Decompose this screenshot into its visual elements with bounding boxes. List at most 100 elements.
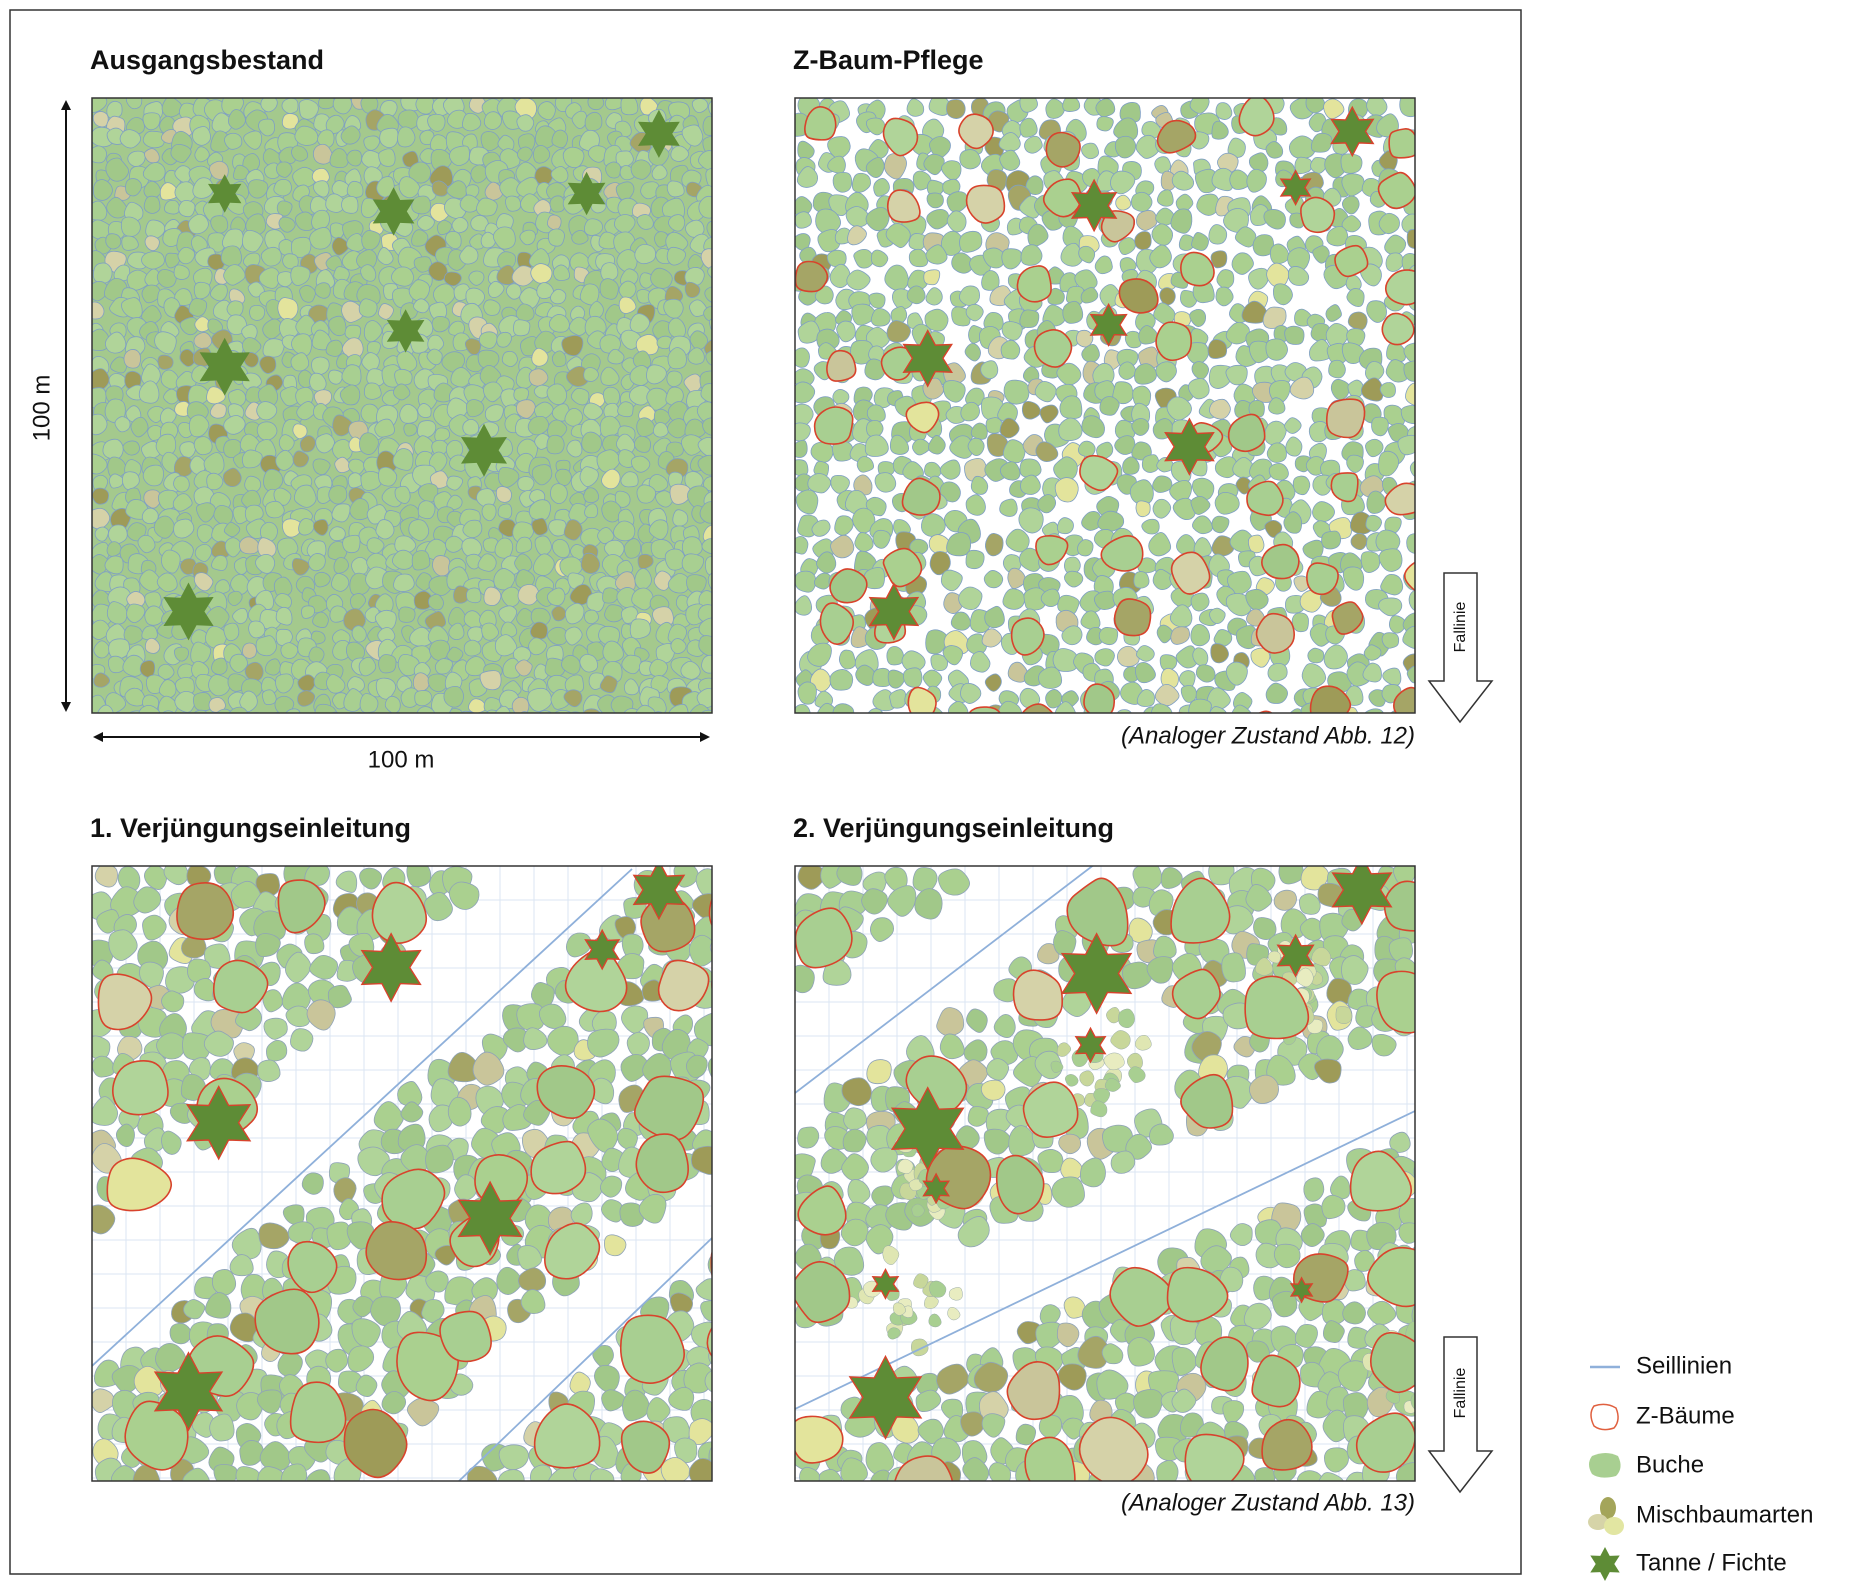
tree-crown bbox=[514, 659, 533, 677]
tree-crown bbox=[520, 1492, 544, 1514]
tree-crown bbox=[967, 437, 985, 457]
tree-crown bbox=[1133, 1388, 1164, 1419]
z-tree bbox=[901, 477, 941, 516]
tree-crown bbox=[177, 246, 196, 265]
z-tree bbox=[804, 106, 837, 141]
tree-crown bbox=[620, 98, 639, 116]
tree-crown bbox=[161, 1130, 182, 1155]
tree-crown bbox=[1032, 1484, 1055, 1509]
tree-crown bbox=[1310, 132, 1333, 153]
conifer bbox=[890, 1086, 965, 1172]
tree-crown bbox=[1419, 267, 1440, 289]
tree-crown bbox=[846, 269, 871, 291]
tree-crown bbox=[358, 656, 377, 677]
tree-crown bbox=[417, 500, 436, 520]
tree-crown bbox=[1418, 493, 1436, 510]
young-tree bbox=[897, 1158, 914, 1174]
tree-crown bbox=[587, 1028, 620, 1058]
tree-crown bbox=[1081, 343, 1100, 363]
tree-crown bbox=[446, 494, 463, 510]
tree-crown bbox=[425, 1144, 454, 1174]
tree-crown bbox=[257, 1059, 281, 1082]
tree-crown bbox=[105, 157, 129, 182]
tree-crown bbox=[122, 440, 140, 456]
tree-crown bbox=[360, 403, 381, 424]
young-tree bbox=[1417, 1354, 1433, 1369]
z-tree bbox=[620, 1420, 671, 1474]
tree-crown bbox=[1289, 708, 1305, 713]
tree-crown bbox=[1414, 950, 1415, 957]
tree-crown bbox=[566, 439, 583, 458]
tree-crown bbox=[192, 177, 214, 199]
tree-crown bbox=[277, 297, 299, 321]
tree-crown bbox=[999, 461, 1021, 481]
tree-crown bbox=[1422, 462, 1443, 486]
z-tree bbox=[1200, 1336, 1249, 1392]
conifer bbox=[584, 928, 621, 971]
tree-crown bbox=[209, 402, 227, 419]
tree-crown bbox=[816, 551, 837, 574]
tree-crown bbox=[256, 401, 278, 421]
tree-crown bbox=[281, 982, 311, 1013]
tree-crown bbox=[291, 558, 310, 576]
tree-crown bbox=[1292, 475, 1311, 496]
tree-crown bbox=[1411, 1304, 1415, 1326]
tree-crown bbox=[1294, 1323, 1318, 1348]
tree-crown bbox=[247, 179, 269, 199]
tree-crown bbox=[1424, 214, 1441, 231]
tree-crown bbox=[635, 704, 656, 713]
tree-crown bbox=[1285, 594, 1305, 614]
tree-crown bbox=[701, 538, 712, 555]
tree-crown bbox=[290, 1028, 314, 1052]
tree-crown bbox=[1128, 917, 1153, 944]
tree-crown bbox=[1384, 516, 1402, 534]
young-tree bbox=[913, 1273, 929, 1289]
tree-crown bbox=[301, 1172, 324, 1195]
tree-crown bbox=[1225, 661, 1248, 686]
tree-crown bbox=[1326, 225, 1349, 247]
tree-crown bbox=[936, 1007, 965, 1037]
tree-crown bbox=[604, 98, 624, 111]
tree-crown bbox=[427, 334, 445, 353]
tree-crown bbox=[1094, 648, 1115, 667]
tree-crown bbox=[325, 339, 343, 357]
tree-crown bbox=[1385, 252, 1404, 272]
tree-crown bbox=[468, 270, 485, 286]
tree-crown bbox=[698, 195, 712, 219]
tree-crown bbox=[223, 415, 246, 435]
tree-crown bbox=[698, 150, 712, 171]
tree-crown bbox=[211, 555, 228, 571]
tree-crown bbox=[1214, 491, 1240, 515]
tree-crown bbox=[483, 111, 503, 130]
tree-crown bbox=[1248, 1074, 1279, 1104]
tree-crown bbox=[157, 695, 178, 713]
tree-crown bbox=[1132, 866, 1163, 893]
z-tree bbox=[1334, 244, 1369, 278]
tree-crown bbox=[92, 111, 109, 128]
tree-crown bbox=[550, 483, 568, 505]
tree-crown bbox=[552, 538, 570, 559]
tree-crown bbox=[697, 1441, 712, 1463]
tree-crown bbox=[564, 602, 585, 625]
tree-crown bbox=[334, 456, 351, 474]
tree-crown bbox=[604, 1234, 627, 1257]
tree-crown bbox=[1406, 665, 1415, 684]
tree-crown bbox=[248, 620, 266, 639]
tree-crown bbox=[179, 349, 196, 367]
tree-crown bbox=[193, 978, 217, 1002]
tree-crown bbox=[445, 230, 462, 250]
panel-title: Z-Baum-Pflege bbox=[793, 45, 984, 75]
tree-crown bbox=[406, 1397, 440, 1427]
young-tree bbox=[911, 1203, 925, 1218]
tree-crown bbox=[699, 501, 712, 524]
tree-crown bbox=[547, 419, 568, 441]
tree-crown bbox=[443, 271, 462, 287]
tree-crown bbox=[1189, 308, 1207, 327]
tree-crown bbox=[965, 494, 986, 516]
tree-crown bbox=[681, 553, 705, 574]
tree-crown bbox=[239, 1440, 264, 1466]
tree-crown bbox=[496, 331, 512, 348]
z-tree bbox=[1306, 562, 1339, 596]
tree-crown bbox=[307, 1488, 335, 1513]
tree-crown bbox=[242, 642, 257, 659]
